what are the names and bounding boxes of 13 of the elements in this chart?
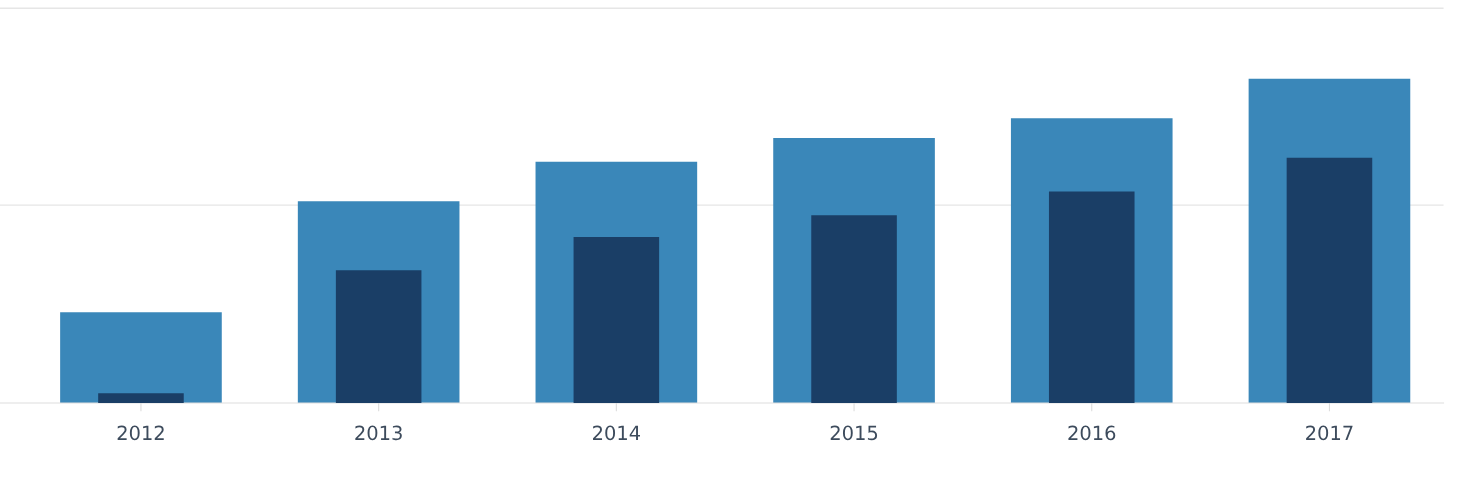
x-tick-label: 2016	[1068, 425, 1116, 441]
bar	[98, 393, 184, 403]
bar	[1048, 191, 1135, 403]
bar	[1286, 157, 1373, 403]
bar	[60, 312, 222, 403]
bar	[573, 236, 660, 403]
bar	[335, 270, 422, 403]
x-tick-label: 2012	[117, 425, 164, 441]
x-tick-label: 2014	[593, 425, 640, 441]
x-tick-label: 2017	[1306, 425, 1353, 441]
bar	[811, 215, 897, 403]
x-tick-label: 2013	[355, 425, 402, 441]
x-tick-label: 2015	[830, 425, 878, 441]
